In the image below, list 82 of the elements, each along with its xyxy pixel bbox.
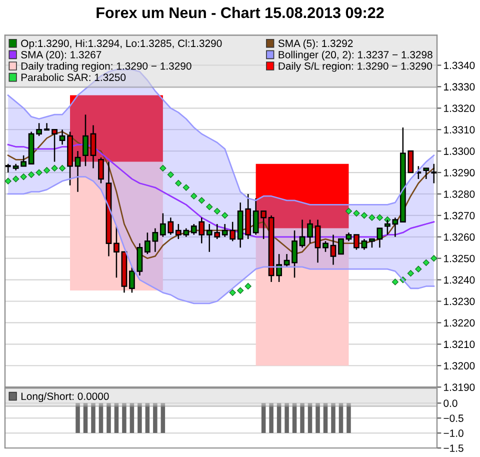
legend-label: Daily trading region: 1.3290 − 1.3290	[21, 62, 192, 72]
candlestick	[74, 150, 81, 192]
line-series	[7, 176, 435, 304]
point	[36, 169, 42, 176]
candlestick	[338, 238, 344, 255]
point	[430, 255, 437, 262]
point	[58, 164, 66, 172]
point	[407, 270, 414, 277]
candlestick	[330, 234, 336, 266]
point	[244, 282, 252, 290]
point	[20, 174, 27, 180]
point	[229, 289, 236, 296]
candlestick	[43, 122, 51, 131]
point	[415, 266, 422, 272]
candlestick	[59, 128, 66, 146]
y-tick-label: 1.3220	[444, 319, 475, 327]
point	[4, 178, 12, 184]
point	[222, 212, 228, 219]
legend-label: SMA (20): 1.3267	[21, 50, 102, 60]
y-tick-label: −1.5	[444, 444, 464, 452]
y-tick-label: 1.3330	[444, 83, 475, 91]
point	[51, 164, 58, 172]
point	[353, 210, 360, 217]
point	[206, 204, 213, 210]
y-tick-label: 1.3190	[444, 384, 475, 391]
legend-label: Op:1.3290, Hi:1.3294, Lo:1.3285, Cl:1.3290	[21, 39, 222, 50]
candlestick	[376, 228, 383, 248]
y-tick-label: 1.3230	[444, 298, 475, 306]
y-tick-label: 1.3280	[444, 190, 475, 198]
y-tick-label: 1.3300	[444, 148, 475, 155]
candlestick	[423, 168, 430, 180]
candlestick	[284, 253, 290, 268]
candlestick	[90, 124, 96, 169]
point	[44, 167, 50, 174]
y-tick-label: 1.3320	[444, 104, 475, 112]
point	[12, 176, 20, 182]
point	[422, 259, 430, 266]
point	[182, 184, 190, 191]
point	[237, 287, 244, 294]
candlestick	[82, 114, 88, 167]
candlestick	[314, 219, 321, 264]
y-tick-label: 1.3250	[444, 254, 475, 262]
y-tick-label: 1.3290	[444, 169, 475, 176]
y-tick-label: 1.3210	[444, 340, 475, 348]
candlestick	[307, 219, 313, 244]
point	[360, 212, 368, 219]
chart-title: Forex um Neun - Chart 15.08.2013 09:22	[96, 6, 384, 18]
candlestick	[354, 234, 360, 250]
point	[28, 171, 35, 178]
candlestick	[52, 128, 58, 162]
y-tick-label: 1.3340	[444, 62, 475, 70]
point	[175, 180, 182, 187]
y-tick-label: −0.5	[444, 414, 464, 422]
point	[190, 192, 198, 200]
point	[345, 208, 352, 214]
point	[368, 214, 376, 221]
point	[214, 208, 220, 214]
legend-label: Parabolic SAR: 1.3250	[21, 73, 126, 82]
point	[198, 197, 205, 204]
point	[376, 214, 383, 221]
y-tick-label: 0.0	[444, 400, 458, 407]
candlestick	[299, 219, 306, 248]
candlestick	[136, 242, 143, 276]
y-tick-label: 1.3310	[444, 126, 475, 134]
legend-label: Bollinger (20, 2): 1.3237 − 1.3298	[278, 50, 432, 60]
point	[392, 278, 398, 286]
candlestick	[292, 230, 298, 278]
legend-label: Daily S/L region: 1.3290 − 1.3290	[278, 62, 432, 72]
y-tick-label: 1.3260	[444, 233, 475, 241]
point	[167, 171, 174, 178]
candlestick	[129, 266, 135, 294]
candlestick	[114, 226, 120, 278]
y-tick-label: 1.3200	[444, 362, 475, 370]
candlestick	[361, 238, 368, 250]
y-tick-label: 1.3270	[444, 212, 475, 220]
legend-label: Long/Short: 0.0000	[21, 392, 109, 402]
y-tick-label: −1.0	[444, 430, 464, 437]
candlestick	[322, 240, 328, 253]
y-tick-label: 1.3240	[444, 276, 475, 284]
candlestick	[98, 156, 104, 184]
point	[160, 164, 166, 172]
legend-label: SMA (5): 1.3292	[278, 39, 353, 50]
